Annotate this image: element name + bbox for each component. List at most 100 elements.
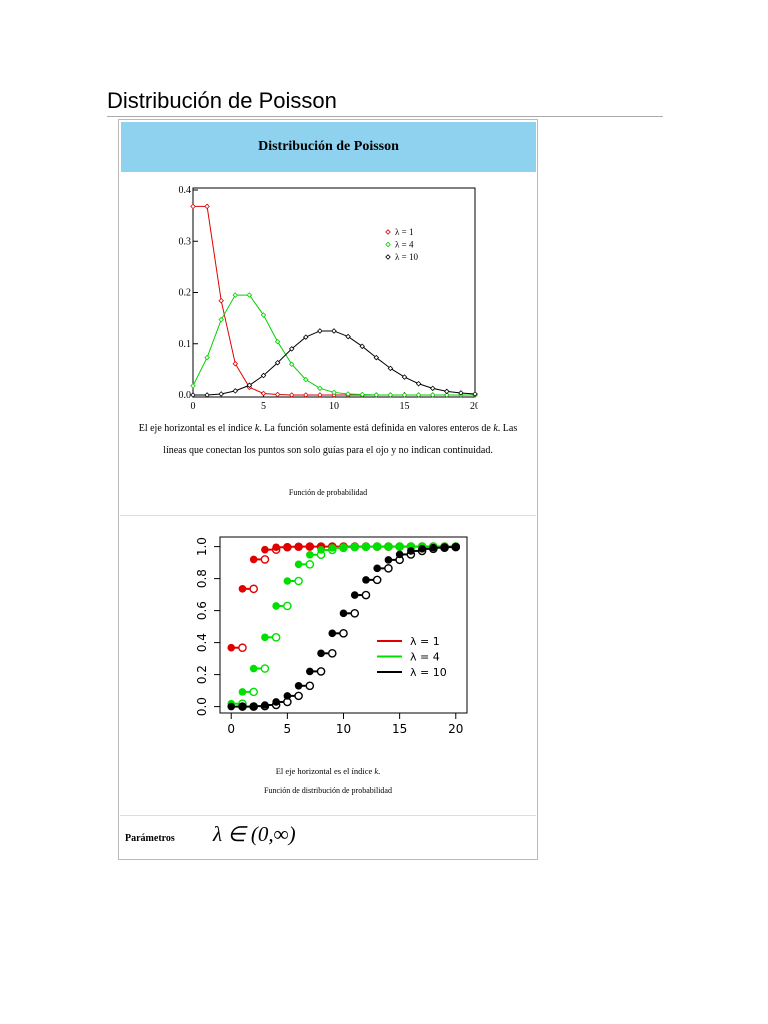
point bbox=[373, 392, 380, 398]
legend-swatch bbox=[385, 241, 391, 248]
point bbox=[429, 385, 436, 392]
point bbox=[317, 649, 325, 658]
point bbox=[238, 688, 247, 696]
point bbox=[303, 392, 309, 398]
legend-label: λ = 1 bbox=[410, 635, 440, 648]
point bbox=[395, 550, 404, 559]
point bbox=[274, 391, 281, 398]
y-tick-label: 0.1 bbox=[179, 339, 192, 350]
point bbox=[415, 392, 422, 398]
pmf-caption: El eje horizontal es el índice k. La fun… bbox=[128, 418, 528, 461]
point bbox=[458, 390, 464, 396]
open-point bbox=[271, 633, 281, 642]
point bbox=[288, 361, 295, 368]
point bbox=[232, 360, 239, 367]
point bbox=[328, 629, 337, 638]
caption-text: El eje horizontal es el índice bbox=[275, 766, 375, 776]
point bbox=[373, 354, 380, 361]
point bbox=[232, 292, 239, 298]
point bbox=[317, 385, 323, 392]
point bbox=[345, 391, 351, 397]
point bbox=[272, 698, 280, 706]
point bbox=[246, 292, 253, 298]
caption-text: . Las líneas que conectan los puntos son… bbox=[163, 423, 518, 456]
point bbox=[384, 556, 393, 564]
y-tick-label: 0.4 bbox=[195, 633, 209, 652]
point bbox=[429, 543, 438, 552]
point bbox=[350, 542, 359, 551]
open-point bbox=[283, 601, 292, 611]
point bbox=[384, 542, 393, 551]
point bbox=[274, 338, 281, 345]
title-rule bbox=[107, 116, 663, 117]
point bbox=[373, 542, 381, 551]
point bbox=[204, 392, 210, 398]
legend-swatch bbox=[385, 254, 391, 260]
point bbox=[274, 359, 281, 366]
x-tick-label: 5 bbox=[261, 401, 266, 412]
point bbox=[373, 564, 381, 573]
point bbox=[440, 543, 449, 551]
cdf-caption: El eje horizontal es el índice k. bbox=[128, 766, 528, 776]
point bbox=[227, 702, 236, 711]
point bbox=[283, 542, 292, 551]
point bbox=[283, 692, 292, 700]
point bbox=[283, 577, 292, 585]
point bbox=[204, 203, 210, 210]
series-line bbox=[193, 205, 475, 396]
point bbox=[227, 643, 236, 652]
open-point bbox=[339, 629, 348, 638]
point bbox=[260, 312, 267, 318]
point bbox=[190, 392, 196, 398]
open-point bbox=[350, 609, 360, 618]
point bbox=[246, 382, 253, 389]
point bbox=[415, 380, 422, 387]
pmf-label: Función de probabilidad bbox=[288, 488, 368, 497]
point bbox=[387, 392, 394, 398]
open-point bbox=[316, 667, 326, 676]
point bbox=[331, 328, 337, 334]
open-point bbox=[361, 590, 371, 600]
chart-bg bbox=[175, 525, 481, 755]
series-line bbox=[192, 294, 475, 396]
point bbox=[249, 555, 258, 564]
point bbox=[345, 333, 351, 340]
point bbox=[261, 545, 269, 554]
point bbox=[339, 543, 348, 551]
point bbox=[359, 391, 365, 398]
point bbox=[303, 334, 309, 340]
legend-label: λ = 1 bbox=[395, 227, 413, 237]
point bbox=[331, 389, 337, 396]
point bbox=[350, 591, 359, 599]
point bbox=[249, 702, 258, 710]
y-tick-label: 0.8 bbox=[195, 569, 209, 588]
x-tick-label: 20 bbox=[448, 722, 463, 736]
param-label: Parámetros bbox=[125, 833, 175, 844]
chart-bg bbox=[175, 183, 478, 415]
point bbox=[238, 702, 247, 711]
point bbox=[261, 701, 269, 709]
point bbox=[306, 550, 314, 559]
point bbox=[317, 392, 323, 398]
point bbox=[429, 392, 436, 398]
open-point bbox=[294, 691, 303, 701]
point bbox=[218, 391, 224, 397]
point bbox=[306, 542, 314, 551]
point bbox=[294, 542, 303, 551]
point bbox=[317, 328, 323, 334]
legend-swatch bbox=[385, 229, 391, 235]
point bbox=[288, 346, 295, 352]
open-point bbox=[294, 576, 303, 586]
point bbox=[272, 602, 280, 610]
y-tick-label: 0.4 bbox=[179, 185, 192, 196]
point bbox=[444, 388, 450, 395]
open-point bbox=[260, 664, 270, 673]
caption-text: . La función solamente está definida en … bbox=[259, 423, 494, 434]
infobox bbox=[118, 119, 538, 860]
separator bbox=[120, 515, 536, 516]
open-point bbox=[384, 564, 393, 573]
caption-text: El eje horizontal es el índice bbox=[138, 423, 255, 434]
caption-var: k bbox=[254, 423, 260, 434]
y-tick-label: 0.2 bbox=[179, 288, 192, 299]
